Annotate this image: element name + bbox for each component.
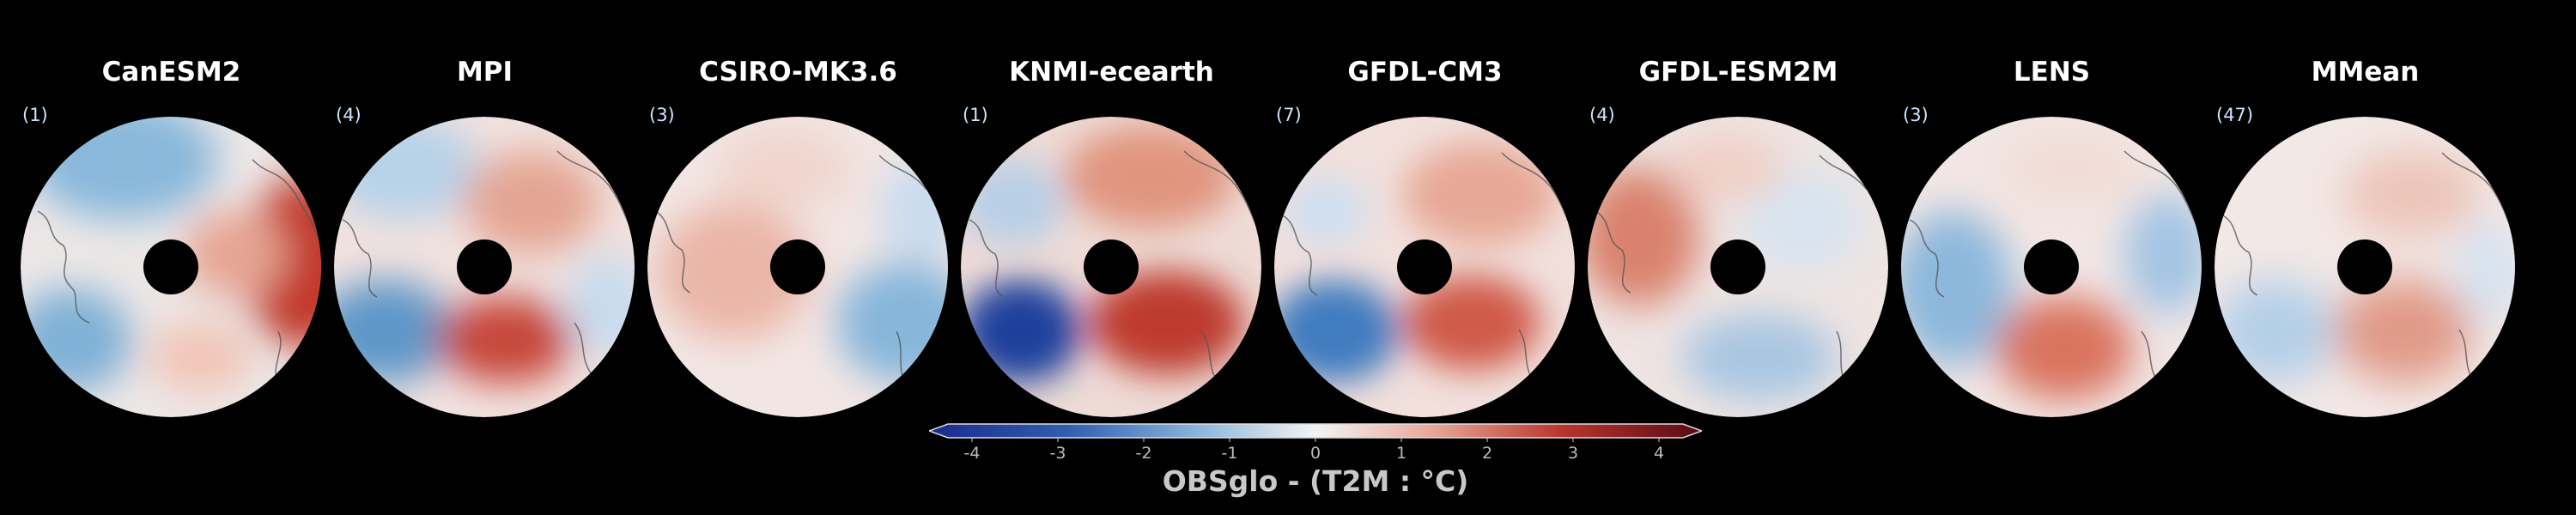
colorbar-tick-label: 3 (1568, 444, 1578, 463)
colorbar-tick-label: 2 (1482, 444, 1492, 463)
panel-count: (1) (963, 105, 988, 125)
panel-gfdl-cm3: GFDL-CM3 (7) (1264, 0, 1586, 417)
polar-map (1588, 117, 1888, 417)
panel-count: (4) (336, 105, 361, 125)
colorbar-tick-label: -1 (1222, 444, 1238, 463)
panel-count: (47) (2216, 105, 2254, 125)
colorbar-tick-label: 0 (1310, 444, 1321, 463)
panel-count: (1) (22, 105, 48, 125)
colorbar-tick-label: -4 (964, 444, 981, 463)
colorbar-gradient (929, 423, 1702, 439)
panel-title: GFDL-CM3 (1347, 57, 1503, 88)
panel-knmi-ecearth: KNMI-ecearth (1) (951, 0, 1273, 417)
panel-title: KNMI-ecearth (1009, 57, 1214, 88)
panel-title: MMean (2311, 57, 2420, 88)
panel-canesm2: CanESM2 (1) (10, 0, 332, 417)
polar-map (1901, 117, 2202, 417)
colorbar-tick-label: 4 (1654, 444, 1664, 463)
panel-mpi: MPI (4) (324, 0, 646, 417)
colorbar-tick-label: -3 (1050, 444, 1066, 463)
panel-title: CSIRO-MK3.6 (699, 57, 897, 88)
polar-map (334, 117, 635, 417)
polar-map (647, 117, 948, 417)
panel-csiro-mk3-6: CSIRO-MK3.6 (3) (637, 0, 959, 417)
polar-map (1274, 117, 1575, 417)
panel-count: (4) (1589, 105, 1615, 125)
colorbar-label: OBSglo - (T2M : °C) (1163, 464, 1469, 498)
panel-count: (7) (1276, 105, 1302, 125)
colorbar-tick-label: -2 (1136, 444, 1152, 463)
colorbar-ticks: -4 -3 -2 -1 0 1 2 3 4 (964, 438, 1664, 463)
panel-count: (3) (649, 105, 675, 125)
polar-map (961, 117, 1261, 417)
panel-gfdl-esm2m: GFDL-ESM2M (4) (1577, 0, 1899, 417)
polar-map (21, 117, 321, 417)
panel-count: (3) (1903, 105, 1929, 125)
panel-title: MPI (456, 57, 513, 88)
panel-mmean: MMean (47) (2204, 0, 2526, 417)
panel-title: CanESM2 (101, 57, 241, 88)
panel-title: GFDL-ESM2M (1638, 57, 1838, 88)
panel-lens: LENS (3) (1891, 0, 2213, 417)
panel-title: LENS (2013, 57, 2091, 88)
colorbar: -4 -3 -2 -1 0 1 2 3 4 OBSglo - (T2M : °C) (929, 423, 1702, 498)
colorbar-tick-label: 1 (1396, 444, 1406, 463)
polar-map (2215, 117, 2515, 417)
